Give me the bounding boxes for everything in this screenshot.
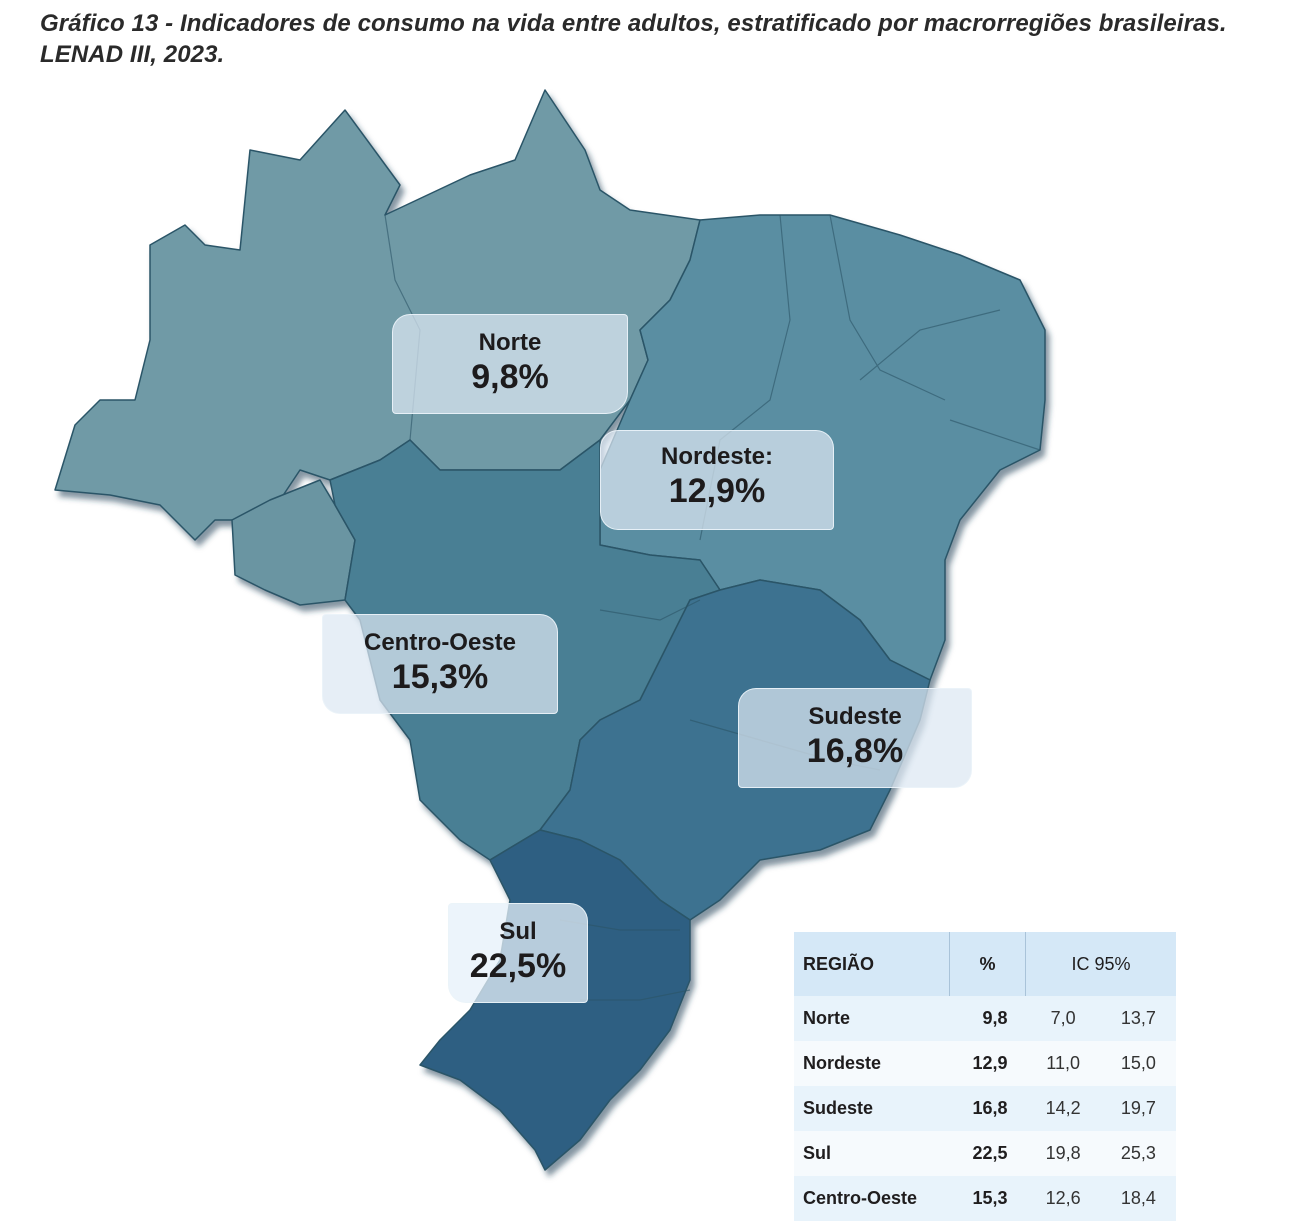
cell-region: Norte: [794, 996, 950, 1041]
callout-region-value: 16,8%: [806, 732, 904, 770]
cell-ci-lower: 12,6: [1025, 1176, 1101, 1221]
cell-pct: 16,8: [949, 1086, 1026, 1131]
cell-region: Nordeste: [794, 1041, 950, 1086]
callout-region-name: Norte: [478, 329, 542, 356]
callout-sul: Sul 22,5%: [448, 903, 588, 1003]
callout-region-value: 22,5%: [469, 947, 567, 985]
cell-ci-lower: 19,8: [1025, 1131, 1101, 1176]
table-row: Centro-Oeste 15,3 12,6 18,4: [794, 1176, 1176, 1221]
cell-pct: 9,8: [949, 996, 1026, 1041]
cell-region: Centro-Oeste: [794, 1176, 950, 1221]
cell-region: Sul: [794, 1131, 950, 1176]
cell-ci-upper: 19,7: [1100, 1086, 1176, 1131]
cell-ci-lower: 7,0: [1025, 996, 1101, 1041]
region-sudeste: [539, 579, 931, 921]
cell-ci-upper: 15,0: [1100, 1041, 1176, 1086]
table-header-row: REGIÃO % IC 95%: [794, 932, 1176, 996]
header-ci: IC 95%: [1025, 932, 1176, 996]
cell-ci-upper: 13,7: [1100, 996, 1176, 1041]
table-row: Sul 22,5 19,8 25,3: [794, 1131, 1176, 1176]
cell-ci-upper: 25,3: [1100, 1131, 1176, 1176]
header-region: REGIÃO: [794, 932, 950, 996]
cell-pct: 12,9: [949, 1041, 1026, 1086]
table-row: Norte 9,8 7,0 13,7: [794, 996, 1176, 1041]
callout-region-value: 12,9%: [668, 472, 766, 510]
table-row: Sudeste 16,8 14,2 19,7: [794, 1086, 1176, 1131]
cell-pct: 15,3: [949, 1176, 1026, 1221]
cell-pct: 22,5: [949, 1131, 1026, 1176]
callout-region-name: Sudeste: [808, 703, 902, 730]
callout-sudeste: Sudeste 16,8%: [738, 688, 972, 788]
header-pct: %: [949, 932, 1026, 996]
callout-region-value: 9,8%: [471, 358, 549, 396]
callout-region-value: 15,3%: [391, 658, 489, 696]
cell-ci-lower: 11,0: [1025, 1041, 1101, 1086]
callout-nordeste: Nordeste: 12,9%: [600, 430, 834, 530]
table-row: Nordeste 12,9 11,0 15,0: [794, 1041, 1176, 1086]
callout-region-name: Centro-Oeste: [363, 629, 517, 656]
data-table: REGIÃO % IC 95% Norte 9,8 7,0 13,7 Norde…: [794, 932, 1176, 1221]
cell-ci-upper: 18,4: [1100, 1176, 1176, 1221]
callout-region-name: Nordeste:: [660, 443, 774, 470]
callout-region-name: Sul: [499, 918, 537, 945]
cell-region: Sudeste: [794, 1086, 950, 1131]
chart-title: Gráfico 13 - Indicadores de consumo na v…: [40, 10, 1227, 68]
callout-centro-oeste: Centro-Oeste 15,3%: [322, 614, 558, 714]
cell-ci-lower: 14,2: [1025, 1086, 1101, 1131]
callout-norte: Norte 9,8%: [392, 314, 628, 414]
